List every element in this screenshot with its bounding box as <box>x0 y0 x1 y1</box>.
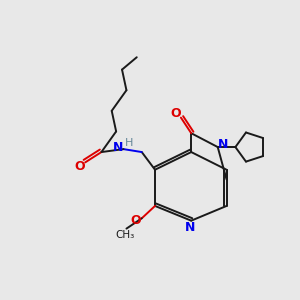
Text: N: N <box>218 138 228 151</box>
Text: H: H <box>124 138 133 148</box>
Text: O: O <box>130 214 141 227</box>
Text: CH₃: CH₃ <box>115 230 135 239</box>
Text: O: O <box>170 107 181 120</box>
Text: N: N <box>113 141 123 154</box>
Text: O: O <box>74 160 85 173</box>
Text: N: N <box>184 220 195 234</box>
